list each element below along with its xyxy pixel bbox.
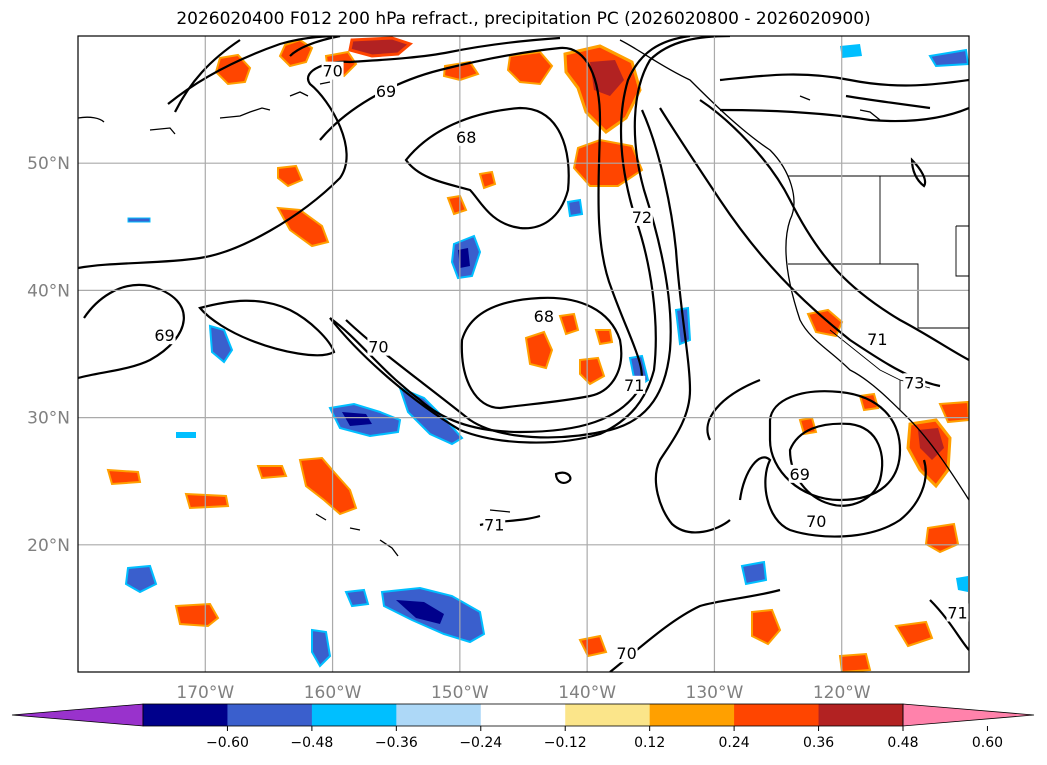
colorbar-label: 0.12 (634, 735, 665, 751)
colorbar-segment (734, 704, 820, 726)
refractivity-contours (78, 36, 969, 672)
colorbar-segment (396, 704, 482, 726)
precip-negative-areas (124, 44, 969, 668)
contour-label: 71 (947, 603, 967, 622)
contour-label-bg (903, 373, 926, 392)
lon-label: 160°W (304, 683, 362, 703)
political-boundaries (788, 175, 969, 410)
lon-label: 120°W (813, 683, 871, 703)
lat-label: 50°N (27, 154, 70, 174)
contour-label: 70 (322, 62, 342, 81)
contour-label-bg (483, 515, 506, 534)
colorbar-segment (565, 704, 651, 726)
colorbar-segment (311, 704, 397, 726)
colorbar-extend-low (11, 703, 144, 727)
colorbar-segment (649, 704, 735, 726)
lat-label: 30°N (27, 409, 70, 429)
precip-positive-areas (106, 36, 969, 672)
contour-label: 73 (904, 373, 924, 392)
contour-label-bg (455, 127, 478, 146)
contour-label: 72 (632, 208, 652, 227)
colorbar-label: −0.60 (206, 735, 249, 751)
contour-label-bg (630, 207, 653, 226)
contour-label: 71 (624, 376, 644, 395)
contour-label-bg (375, 81, 398, 100)
contour-label: 71 (484, 516, 504, 535)
colorbar-label: −0.48 (290, 735, 333, 751)
contour-label: 70 (806, 512, 826, 531)
lon-label: 130°W (686, 683, 744, 703)
colorbar-label: −0.12 (544, 735, 587, 751)
contour-label-bg (623, 375, 646, 394)
colorbar-labels: −0.60 −0.48 −0.36 −0.24 −0.12 0.12 0.24 0.36 0.4… (206, 726, 1003, 751)
contour-label: 69 (790, 465, 810, 484)
contour-labels: 70 69 68 72 69 70 68 71 71 73 69 70 71 70 71 (153, 61, 969, 663)
colorbar-segment (227, 704, 313, 726)
contour-label: 70 (616, 644, 636, 663)
coastlines (78, 39, 969, 557)
colorbar-label: −0.24 (459, 735, 502, 751)
latitude-labels: 20°N 30°N 40°N 50°N (27, 154, 70, 556)
contour-label-bg (532, 307, 555, 326)
lon-label: 170°W (176, 683, 234, 703)
lon-label: 140°W (558, 683, 616, 703)
colorbar-label: 0.36 (803, 735, 834, 751)
contour-label-bg (321, 61, 344, 80)
colorbar-label: −0.36 (375, 735, 418, 751)
contour-label: 69 (376, 82, 396, 101)
contour-label-bg (946, 603, 969, 622)
contour-label-bg (866, 330, 889, 349)
colorbar-segment (818, 704, 904, 726)
contour-label-bg (788, 464, 811, 483)
contour-label-bg (805, 511, 828, 530)
map-title: 2026020400 F012 200 hPa refract., precip… (176, 9, 871, 29)
colorbar-frame (142, 703, 904, 727)
contour-label: 71 (867, 330, 887, 349)
lat-label: 40°N (27, 281, 70, 301)
colorbar-label: 0.48 (887, 735, 918, 751)
contour-label: 68 (534, 307, 554, 326)
lon-label: 150°W (431, 683, 489, 703)
colorbar (11, 703, 1035, 727)
colorbar-segment (480, 704, 566, 726)
contour-label: 70 (368, 338, 388, 357)
colorbar-extend-high (902, 703, 1035, 727)
lat-label: 20°N (27, 536, 70, 556)
map-frame (77, 35, 970, 673)
contour-label-bg (153, 326, 176, 345)
longitude-labels: 170°W 160°W 150°W 140°W 130°W 120°W (176, 683, 870, 703)
contour-label: 68 (456, 128, 476, 147)
colorbar-segment (143, 704, 228, 726)
gridlines (78, 36, 969, 672)
contour-label-bg (615, 644, 638, 663)
colorbar-label: 0.60 (972, 735, 1003, 751)
contour-label-bg (367, 337, 390, 356)
contour-label: 69 (154, 326, 174, 345)
colorbar-label: 0.24 (719, 735, 750, 751)
